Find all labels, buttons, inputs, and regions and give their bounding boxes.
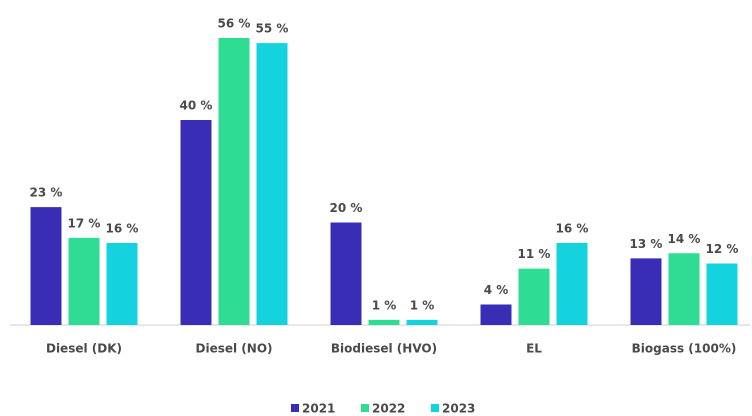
x-tick-label: Biodiesel (HVO) bbox=[331, 342, 437, 356]
bar bbox=[630, 258, 662, 325]
bar bbox=[68, 237, 100, 325]
data-label: 1 % bbox=[410, 298, 435, 312]
bar bbox=[330, 222, 362, 325]
data-label: 14 % bbox=[668, 232, 701, 246]
data-label: 13 % bbox=[630, 237, 663, 251]
bar bbox=[668, 253, 700, 325]
data-label: 11 % bbox=[518, 247, 551, 261]
bar bbox=[106, 243, 138, 325]
legend-label: 2023 bbox=[442, 402, 475, 416]
data-label: 56 % bbox=[218, 17, 251, 31]
data-label: 1 % bbox=[372, 298, 397, 312]
data-label: 4 % bbox=[484, 283, 509, 297]
data-label: 17 % bbox=[68, 216, 101, 230]
data-label: 55 % bbox=[256, 22, 289, 36]
bar bbox=[406, 319, 438, 325]
x-tick-label: EL bbox=[526, 342, 542, 356]
bar bbox=[368, 319, 400, 325]
bar bbox=[480, 304, 512, 325]
data-label: 12 % bbox=[706, 242, 739, 256]
legend-swatch bbox=[291, 404, 299, 412]
x-tick-label: Biogass (100%) bbox=[632, 342, 737, 356]
bar bbox=[180, 120, 212, 325]
x-tick-label: Diesel (NO) bbox=[196, 342, 273, 356]
data-label: 23 % bbox=[30, 186, 63, 200]
legend-label: 2022 bbox=[372, 402, 405, 416]
legend-swatch bbox=[431, 404, 439, 412]
bar bbox=[518, 268, 550, 325]
legend-swatch bbox=[361, 404, 369, 412]
data-label: 16 % bbox=[556, 222, 589, 236]
bar bbox=[218, 38, 250, 325]
data-label: 40 % bbox=[180, 99, 213, 113]
bar bbox=[556, 243, 588, 325]
x-tick-label: Diesel (DK) bbox=[46, 342, 122, 356]
bar bbox=[30, 207, 62, 325]
bar bbox=[256, 43, 288, 325]
legend-label: 2021 bbox=[302, 402, 335, 416]
bar bbox=[706, 263, 738, 325]
data-label: 20 % bbox=[330, 201, 363, 215]
data-label: 16 % bbox=[106, 222, 139, 236]
